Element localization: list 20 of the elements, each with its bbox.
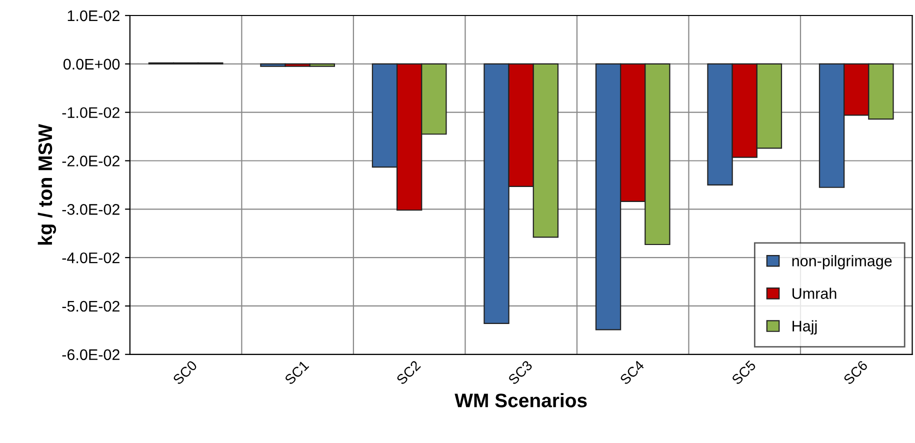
x-tick-label: SC4 — [619, 360, 645, 386]
y-axis-title: kg / ton MSW — [38, 124, 56, 245]
x-tick-label: SC1 — [284, 360, 310, 386]
y-tick-label: -5.0E-02 — [62, 300, 120, 312]
legend-label: Hajj — [792, 320, 817, 335]
y-tick-label: -4.0E-02 — [62, 252, 120, 264]
x-tick-label: SC2 — [396, 360, 422, 386]
y-tick-label: -6.0E-02 — [62, 349, 120, 360]
x-tick-label: SC5 — [731, 360, 756, 386]
x-tick-label: SC3 — [508, 360, 533, 386]
legend-label: Umrah — [792, 288, 836, 299]
y-tick-label: -3.0E-02 — [62, 204, 120, 215]
legend-label: non-pilgrimage — [792, 255, 892, 270]
y-tick-label: 1.0E-02 — [68, 10, 120, 22]
y-tick-label: -2.0E-02 — [62, 156, 120, 166]
y-tick-label: 0.0E+00 — [63, 58, 120, 70]
x-tick-label: SC0 — [172, 360, 198, 386]
y-tick-label: -1.0E-02 — [62, 107, 120, 118]
x-tick-label: SC6 — [842, 360, 868, 386]
x-axis-title: WM Scenarios — [454, 393, 587, 408]
